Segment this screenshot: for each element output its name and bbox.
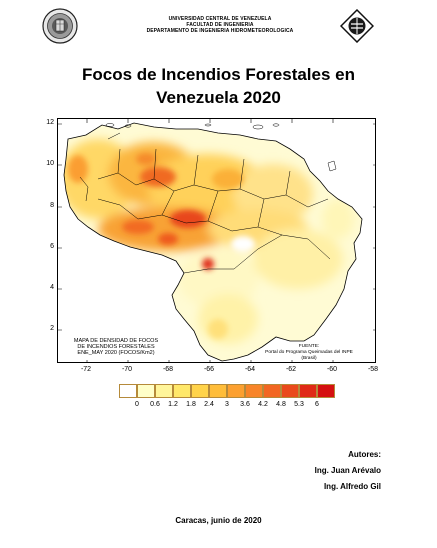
page-title-line1: Focos de Incendios Forestales en (81, 65, 356, 84)
legend-label: 1.2 (168, 401, 178, 408)
legend-swatch (245, 384, 263, 398)
legend-swatch (299, 384, 317, 398)
x-tick-minus70: -70 (121, 366, 133, 373)
ucv-logo (42, 8, 78, 44)
y-tick-8: 8 (50, 202, 54, 209)
legend-label: 4.2 (258, 401, 268, 408)
department-name: DEPARTAMENTO DE INGENIERIA HIDROMETEOROL… (146, 28, 294, 34)
legend-label: 6 (315, 401, 319, 408)
map-description: MAPA DE DENSIDAD DE FOCOS DE INCENDIOS F… (73, 338, 159, 356)
y-tick-6: 6 (50, 243, 54, 250)
legend-swatch (173, 384, 191, 398)
legend-label: 1.8 (186, 401, 196, 408)
legend-label: 4.8 (276, 401, 286, 408)
place-date: Caracas, junio de 2020 (175, 516, 262, 525)
university-name: UNIVERSIDAD CENTRAL DE VENEZUELA (168, 16, 272, 22)
faculty-name: FACULTAD DE INGENIERIA (186, 22, 254, 28)
legend-swatch (263, 384, 281, 398)
legend-swatch (317, 384, 335, 398)
x-tick-minus62: -62 (285, 366, 297, 373)
legend-swatch (137, 384, 155, 398)
x-tick-minus60: -60 (326, 366, 338, 373)
x-tick-minus68: -68 (162, 366, 174, 373)
author-2: Ing. Alfredo Gil (323, 482, 381, 491)
legend-label: 3.6 (240, 401, 250, 408)
legend-swatch (119, 384, 137, 398)
y-tick-2: 2 (50, 325, 54, 332)
page-title-line2: Venezuela 2020 (156, 88, 281, 107)
author-1: Ing. Juan Arévalo (314, 466, 381, 475)
legend-swatch (227, 384, 245, 398)
y-tick-4: 4 (50, 284, 54, 291)
authors-heading: Autores: (348, 450, 381, 459)
x-tick-minus72: -72 (80, 366, 92, 373)
legend-label: 0.6 (150, 401, 160, 408)
legend-swatch (155, 384, 173, 398)
fire-density-map (57, 118, 376, 363)
y-tick-10: 10 (46, 160, 54, 167)
legend-label: 0 (135, 401, 139, 408)
legend-label: 5.3 (294, 401, 304, 408)
legend-label: 3 (225, 401, 229, 408)
department-logo (339, 8, 375, 44)
legend-swatch (191, 384, 209, 398)
map-source: FUENTE: Portal do Programa Queimadas del… (265, 344, 353, 361)
legend-label: 2.4 (204, 401, 214, 408)
legend-swatch (281, 384, 299, 398)
x-tick-minus66: -66 (203, 366, 215, 373)
legend-swatch (209, 384, 227, 398)
y-tick-12: 12 (46, 119, 54, 126)
color-legend (119, 384, 335, 398)
x-tick-minus64: -64 (244, 366, 256, 373)
x-tick-minus58: -58 (367, 366, 379, 373)
